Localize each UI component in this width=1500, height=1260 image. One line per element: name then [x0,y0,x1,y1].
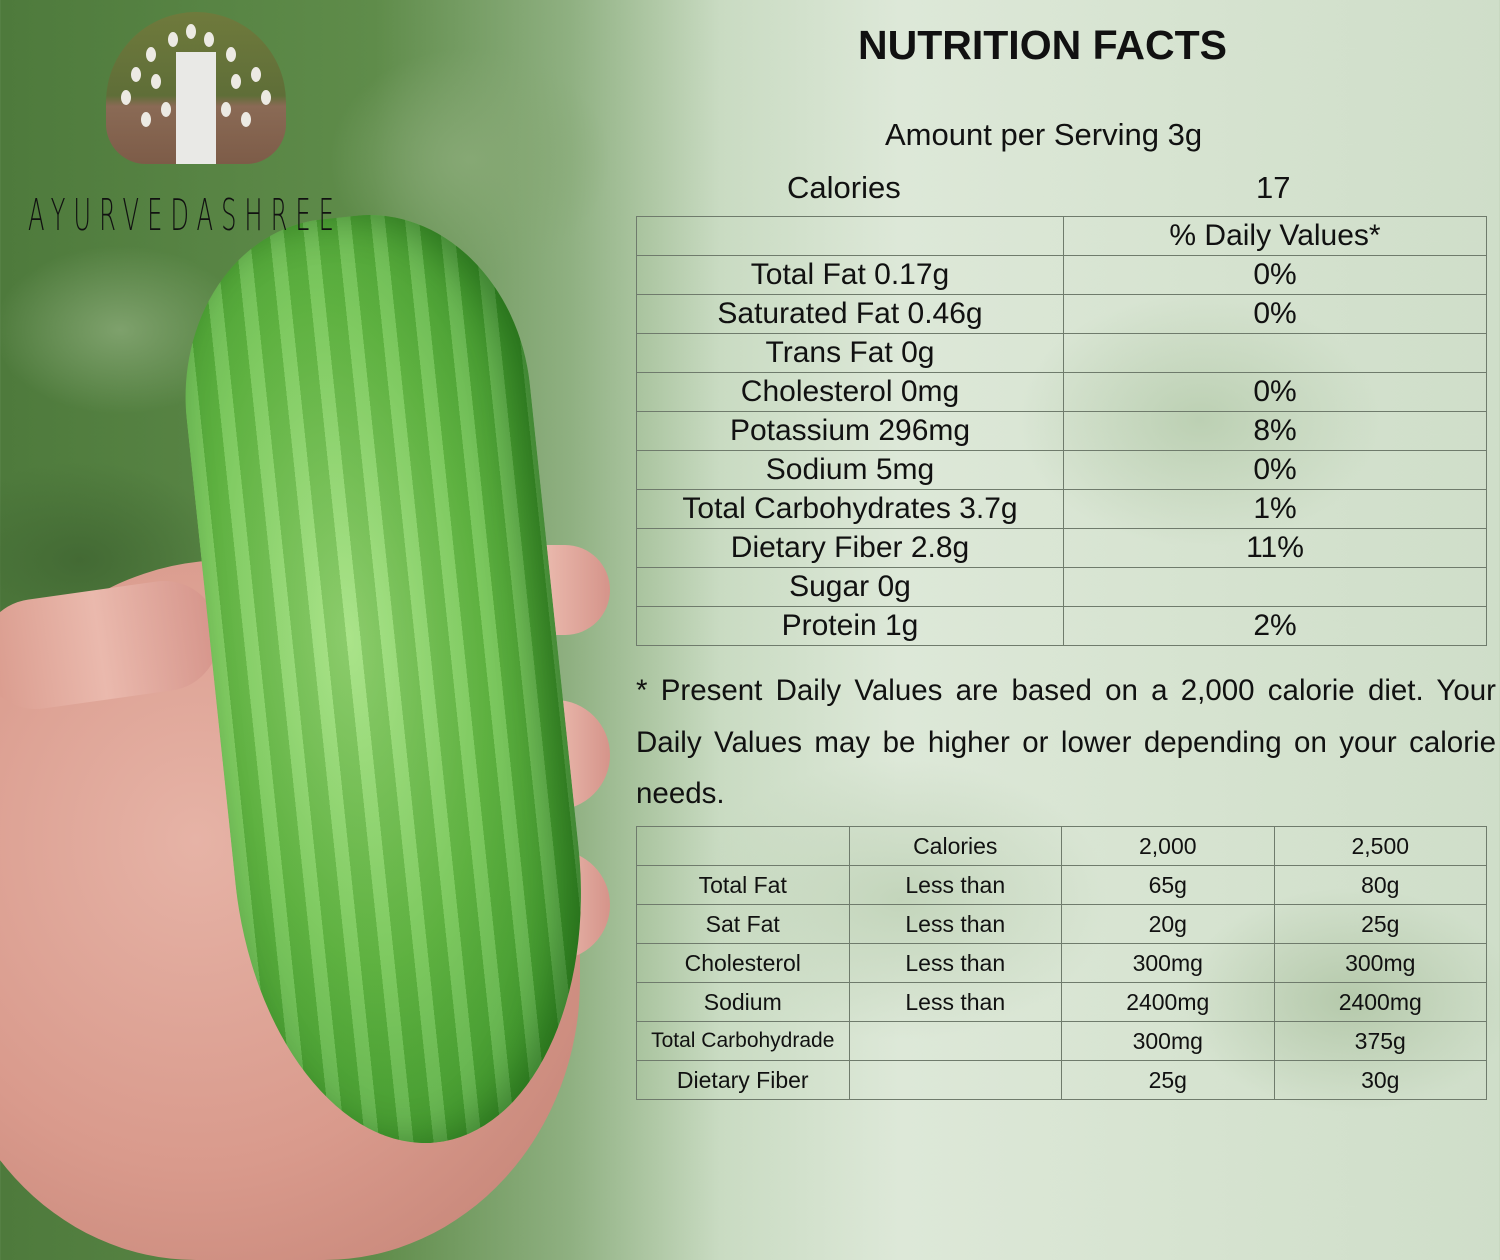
reference-cell: 80g [1273,865,1487,905]
reference-cell: 375g [1273,1021,1487,1061]
reference-cell: Sat Fat [636,904,850,944]
header-cell [636,216,1064,256]
table-row: Potassium 296mg 8% [636,411,1487,451]
reference-cell: Total Fat [636,865,850,905]
nutrient-cell: Trans Fat 0g [636,333,1064,373]
reference-cell: 300mg [1061,1021,1275,1061]
calories-label: Calories [787,170,901,205]
table-header: % Daily Values* [636,216,1487,256]
reference-cell: Dietary Fiber [636,1060,850,1100]
dv-cell [1063,567,1487,607]
reference-cell: 2400mg [1061,982,1275,1022]
nutrient-cell: Cholesterol 0mg [636,372,1064,412]
nutrient-cell: Saturated Fat 0.46g [636,294,1064,334]
footnote: * Present Daily Values are based on a 2,… [636,674,1496,810]
table-row: Total Carbohydrade 300mg 375g [636,1021,1487,1061]
reference-cell: 2400mg [1273,982,1487,1022]
table-row: Sodium 5mg 0% [636,450,1487,490]
reference-cell: Total Carbohydrade [636,1021,850,1061]
dv-cell: 0% [1063,450,1487,490]
reference-cell [848,1060,1062,1100]
reference-cell: Calories [848,826,1062,866]
reference-cell: Cholesterol [636,943,850,983]
dv-cell: 1% [1063,489,1487,529]
table-row: Sugar 0g [636,567,1487,607]
page-title: NUTRITION FACTS [858,22,1227,68]
reference-cell: 2,000 [1061,826,1275,866]
reference-cell [636,826,850,866]
nutrient-cell: Sugar 0g [636,567,1064,607]
nutrition-table: % Daily Values* Total Fat 0.17g 0% Satura… [636,216,1487,646]
dv-cell: 0% [1063,255,1487,295]
table-row: Saturated Fat 0.46g 0% [636,294,1487,334]
reference-cell: 25g [1061,1060,1275,1100]
reference-cell: 65g [1061,865,1275,905]
reference-cell: 300mg [1061,943,1275,983]
table-row: Sodium Less than 2400mg 2400mg [636,982,1487,1022]
reference-cell: 20g [1061,904,1275,944]
reference-cell: 25g [1273,904,1487,944]
nutrient-cell: Sodium 5mg [636,450,1064,490]
brand-name: AYURVEDASHREE [28,190,342,241]
table-row: Protein 1g 2% [636,606,1487,646]
table-row: Trans Fat 0g [636,333,1487,373]
table-row: Total Carbohydrates 3.7g 1% [636,489,1487,529]
calories-value: 17 [1256,170,1291,205]
nutrient-cell: Total Carbohydrates 3.7g [636,489,1064,529]
nutrient-cell: Potassium 296mg [636,411,1064,451]
table-row: Dietary Fiber 25g 30g [636,1060,1487,1100]
reference-table: Calories 2,000 2,500 Total Fat Less than 65g 8… [636,826,1487,1100]
tree-icon [106,12,286,164]
dv-cell: 0% [1063,294,1487,334]
table-row: Cholesterol Less than 300mg 300mg [636,943,1487,983]
dv-cell: 11% [1063,528,1487,568]
table-row: Calories 2,000 2,500 [636,826,1487,866]
nutrient-cell: Total Fat 0.17g [636,255,1064,295]
reference-cell: Sodium [636,982,850,1022]
reference-cell: 30g [1273,1060,1487,1100]
dv-cell: 2% [1063,606,1487,646]
serving-size: Amount per Serving 3g [885,117,1203,152]
table-row: Dietary Fiber 2.8g 11% [636,528,1487,568]
dv-cell: 0% [1063,372,1487,412]
reference-cell: 300mg [1273,943,1487,983]
reference-cell [848,1021,1062,1061]
nutrient-cell: Dietary Fiber 2.8g [636,528,1064,568]
dv-cell: 8% [1063,411,1487,451]
table-row: Total Fat Less than 65g 80g [636,865,1487,905]
nutrient-cell: Protein 1g [636,606,1064,646]
reference-cell: Less than [848,982,1062,1022]
dv-cell [1063,333,1487,373]
table-row: Total Fat 0.17g 0% [636,255,1487,295]
reference-cell: Less than [848,865,1062,905]
header-cell: % Daily Values* [1063,216,1487,256]
table-row: Sat Fat Less than 20g 25g [636,904,1487,944]
reference-cell: 2,500 [1273,826,1487,866]
reference-cell: Less than [848,943,1062,983]
table-row: Cholesterol 0mg 0% [636,372,1487,412]
reference-cell: Less than [848,904,1062,944]
